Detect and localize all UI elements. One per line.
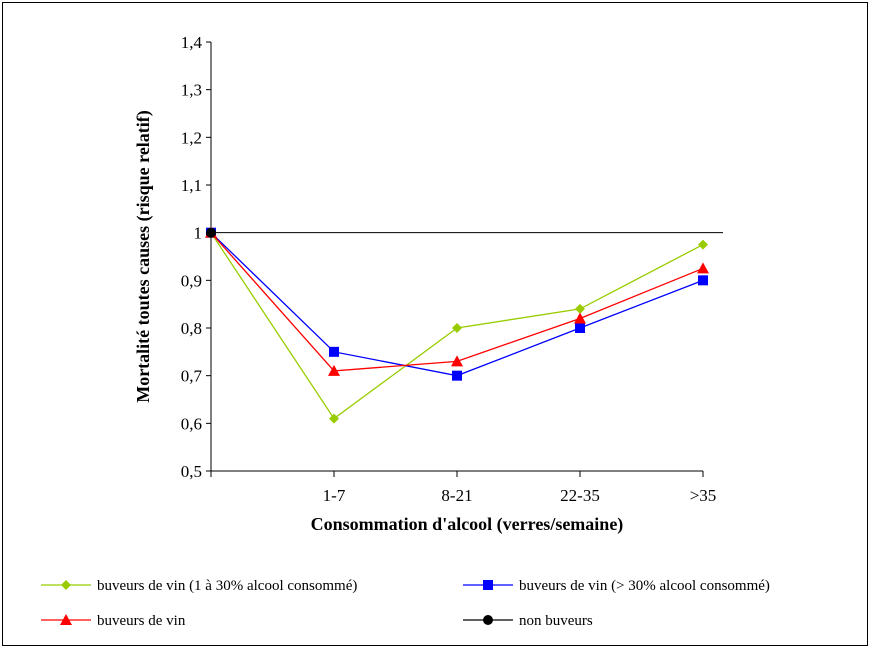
data-point [574,312,586,324]
data-point [329,346,339,357]
legend-item: buveurs de vin (1 à 30% alcool consommé) [41,578,357,594]
data-point [575,303,585,314]
legend-marker [60,614,72,625]
y-tick-label: 1,3 [181,81,202,100]
y-tick-label: 1 [194,224,203,243]
data-point [698,275,708,286]
x-tick-label: >35 [690,486,717,505]
series-4 [206,227,216,238]
y-tick-label: 0,8 [181,319,202,338]
y-axis-ticks: 0,5 0,6 0,7 0,8 0,9 1 1,1 1,2 1,3 1,4 [181,33,211,481]
series-line [210,232,704,377]
data-point [329,413,339,424]
legend-item: buveurs de vin [41,613,186,629]
x-axis-ticks: 1-7 8-21 22-35 >35 [210,471,717,505]
legend-label: buveurs de vin (> 30% alcool consommé) [519,578,770,594]
data-point [698,239,708,250]
legend-label: buveurs de vin [97,613,186,629]
y-tick-label: 1,2 [181,128,202,147]
series-1 [206,227,708,424]
data-point [452,370,462,381]
legend: buveurs de vin (1 à 30% alcool consommé)… [41,578,770,629]
y-tick-label: 0,7 [181,367,203,386]
legend-label: buveurs de vin (1 à 30% alcool consommé) [97,578,357,594]
y-tick-label: 1,4 [181,33,203,52]
series-line [210,232,704,372]
series-group [205,226,709,424]
legend-item: non buveurs [463,613,593,629]
x-tick-label: 22-35 [560,486,600,505]
legend-marker [483,580,493,590]
data-point [328,364,340,376]
series-3 [205,226,709,376]
legend-marker [61,580,71,590]
data-point [206,227,216,238]
y-tick-label: 0,6 [181,414,202,433]
y-tick-label: 1,1 [181,176,202,195]
x-tick-label: 1-7 [323,486,346,505]
y-axis-title: Mortalité toutes causes (risque relatif) [133,110,154,403]
data-point [575,323,585,333]
y-tick-label: 0,5 [181,462,202,481]
line-chart: 0,5 0,6 0,7 0,8 0,9 1 1,1 1,2 1,3 1,4 1-7 8-21 22-3… [41,33,770,629]
legend-label: non buveurs [519,613,593,629]
data-point [452,323,462,333]
legend-marker [483,615,493,625]
legend-item: buveurs de vin (> 30% alcool consommé) [463,578,770,594]
data-point [451,355,463,367]
y-tick-label: 0,9 [181,271,202,290]
x-tick-label: 8-21 [441,486,472,505]
data-point [697,262,709,274]
x-axis-title: Consommation d'alcool (verres/semaine) [311,514,624,535]
